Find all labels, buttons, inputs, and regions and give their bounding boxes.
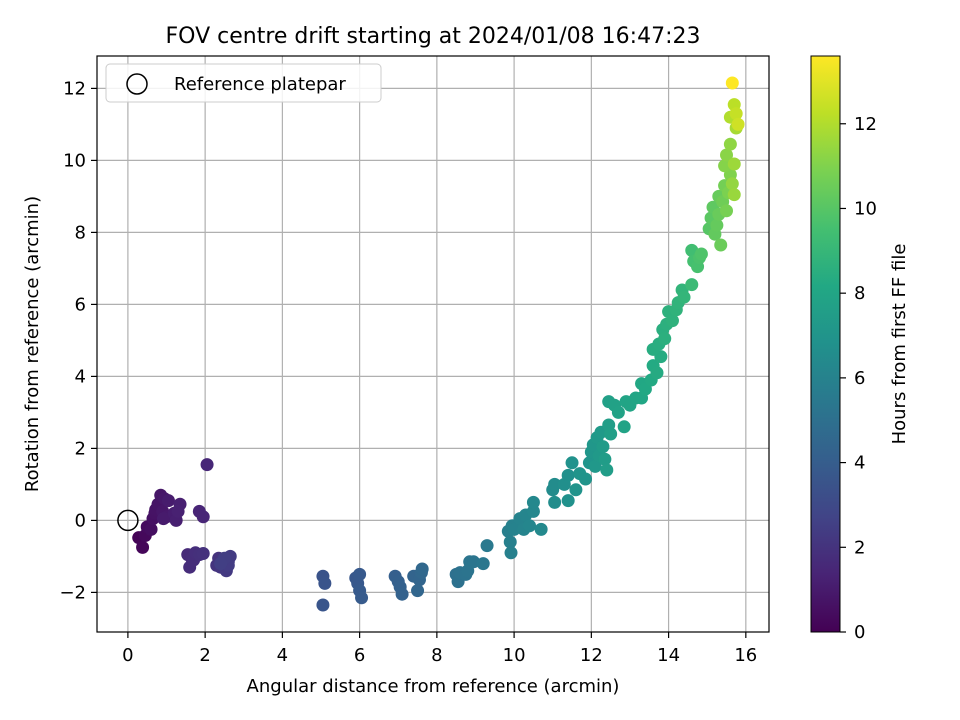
data-point xyxy=(718,159,732,173)
data-point xyxy=(658,332,672,346)
data-point xyxy=(214,557,228,571)
data-point xyxy=(316,598,330,612)
colorbar-label: Hours from first FF file xyxy=(889,244,910,445)
colorbar-tick-label: 6 xyxy=(854,368,865,389)
data-point xyxy=(604,427,618,441)
colorbar-tick-label: 2 xyxy=(854,537,865,558)
colorbar-tick-label: 12 xyxy=(854,114,877,135)
y-tick-label: 2 xyxy=(75,438,86,459)
chart-title: FOV centre drift starting at 2024/01/08 … xyxy=(166,24,701,49)
data-point xyxy=(714,238,728,252)
data-point xyxy=(650,366,664,380)
data-point xyxy=(588,459,602,473)
x-axis-label: Angular distance from reference (arcmin) xyxy=(247,676,620,697)
data-point xyxy=(156,512,170,526)
x-tick-label: 10 xyxy=(503,645,526,666)
y-tick-label: 0 xyxy=(75,510,86,531)
data-point xyxy=(503,535,517,549)
data-point xyxy=(685,278,699,292)
data-point xyxy=(665,314,679,328)
data-point xyxy=(476,557,490,571)
data-point xyxy=(720,148,734,162)
data-point xyxy=(731,117,745,131)
y-tick-label: −2 xyxy=(59,582,86,603)
data-point xyxy=(694,247,708,261)
x-tick-label: 4 xyxy=(277,645,288,666)
x-tick-label: 14 xyxy=(657,645,680,666)
data-point xyxy=(507,522,521,536)
data-point xyxy=(534,522,548,536)
colorbar-tick-label: 4 xyxy=(854,453,865,474)
data-point xyxy=(598,452,612,466)
data-point xyxy=(480,539,494,553)
data-point xyxy=(171,504,185,518)
x-tick-label: 16 xyxy=(734,645,757,666)
data-point xyxy=(617,420,631,434)
x-tick-label: 2 xyxy=(199,645,210,666)
data-point xyxy=(596,440,610,454)
data-point xyxy=(725,177,739,191)
data-point xyxy=(353,567,367,581)
y-tick-label: 4 xyxy=(75,366,86,387)
data-point xyxy=(136,540,150,554)
y-tick-label: 8 xyxy=(75,222,86,243)
data-point xyxy=(729,107,743,121)
data-point xyxy=(723,137,737,151)
data-point xyxy=(526,504,540,518)
y-tick-label: 6 xyxy=(75,294,86,315)
x-tick-label: 12 xyxy=(580,645,603,666)
reference-platepar-marker xyxy=(117,509,139,532)
colorbar-tick-label: 0 xyxy=(854,622,865,643)
data-points xyxy=(132,76,745,612)
data-point xyxy=(561,468,575,482)
legend: Reference platepar xyxy=(105,63,382,103)
legend-label: Reference platepar xyxy=(174,74,346,95)
colorbar-ticks: 0 2 4 6 8 10 12 xyxy=(840,114,877,643)
data-point xyxy=(727,157,741,171)
data-point xyxy=(415,562,429,576)
data-point xyxy=(565,456,579,470)
data-point xyxy=(548,477,562,491)
data-point xyxy=(561,494,575,508)
data-point xyxy=(411,584,425,598)
data-point xyxy=(395,587,409,601)
data-point xyxy=(144,522,158,536)
y-tick-label: 12 xyxy=(63,78,86,99)
data-point xyxy=(727,188,741,202)
x-tick-label: 6 xyxy=(354,645,365,666)
data-point xyxy=(548,495,562,509)
y-tick-label: 10 xyxy=(63,150,86,171)
data-point xyxy=(579,472,593,486)
y-axis-label: Rotation from reference (arcmin) xyxy=(22,196,43,492)
x-tick-label: 0 xyxy=(122,645,133,666)
data-point xyxy=(196,510,210,524)
data-point xyxy=(710,218,724,232)
data-point xyxy=(611,405,625,419)
data-point xyxy=(677,290,691,304)
x-axis-ticks: 0 2 4 6 8 10 12 14 16 xyxy=(122,632,757,666)
colorbar-tick-label: 8 xyxy=(854,283,865,304)
plot-frame xyxy=(96,55,770,633)
data-point xyxy=(200,458,214,472)
x-tick-label: 8 xyxy=(431,645,442,666)
data-point xyxy=(467,555,481,569)
colorbar: 0 2 4 6 8 10 12 Hours from first FF file xyxy=(810,55,910,643)
data-point xyxy=(526,495,540,509)
data-point xyxy=(725,76,739,90)
colorbar-gradient xyxy=(810,55,841,633)
colorbar-tick-label: 10 xyxy=(854,198,877,219)
data-point xyxy=(196,547,210,561)
data-point xyxy=(569,483,583,497)
data-point xyxy=(600,463,614,477)
legend-box xyxy=(105,63,382,103)
data-point xyxy=(720,204,734,218)
data-point xyxy=(523,519,537,533)
data-point xyxy=(355,591,369,605)
data-point xyxy=(161,494,175,508)
y-axis-ticks: −2 0 2 4 6 8 10 12 xyxy=(59,78,97,603)
data-point xyxy=(318,576,332,590)
legend-marker-open-circle-icon xyxy=(126,73,148,95)
data-point xyxy=(504,546,518,560)
